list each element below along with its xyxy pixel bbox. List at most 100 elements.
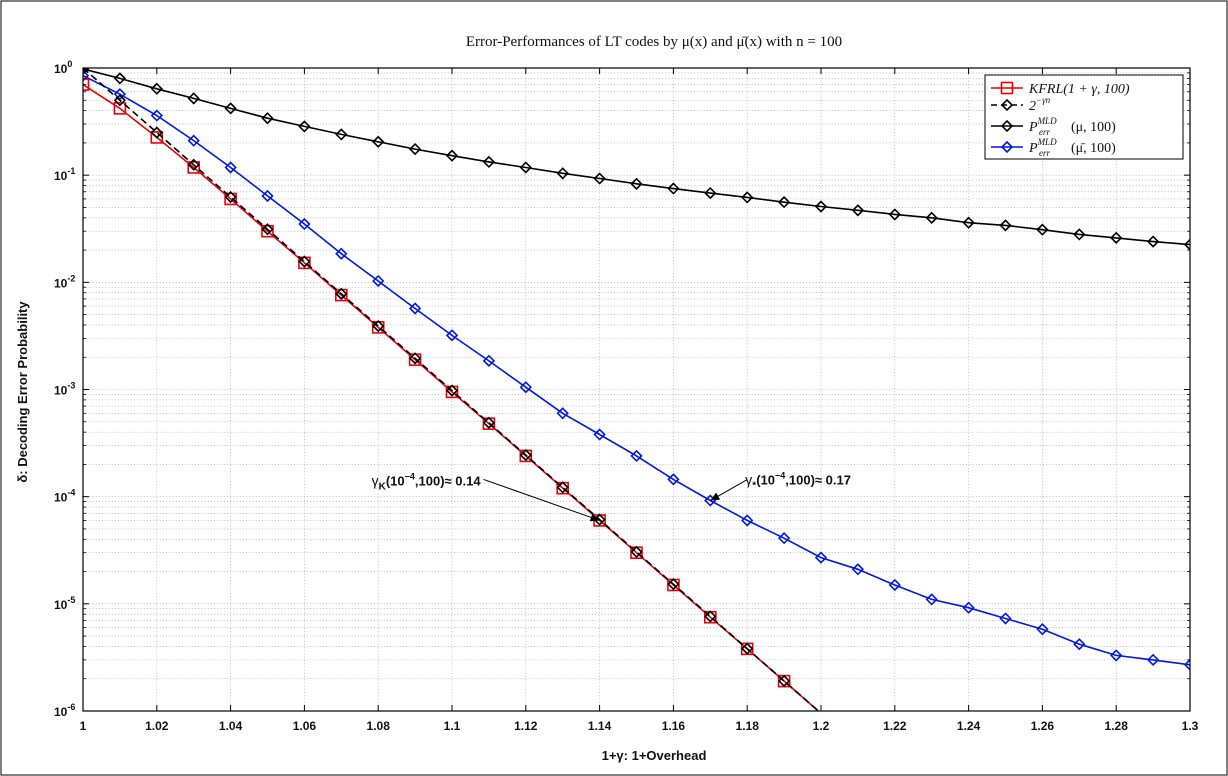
x-tick-label: 1.02 xyxy=(145,719,169,733)
legend-tail: (μ, 100) xyxy=(1071,120,1116,135)
data-point-diamond xyxy=(1183,238,1190,251)
data-point-diamond xyxy=(224,102,237,115)
x-tick-label: 1.06 xyxy=(293,719,317,733)
data-point-diamond xyxy=(1036,223,1049,236)
x-tick-label: 1.22 xyxy=(883,719,907,733)
annotation-sub: K xyxy=(379,481,387,492)
x-tick-label: 1.08 xyxy=(367,719,391,733)
data-point-diamond xyxy=(630,177,643,190)
x-tick-label: 1.24 xyxy=(957,719,981,733)
data-point-diamond xyxy=(482,416,496,429)
annotation-label: γK(10−4,100)≈ 0.14 xyxy=(372,471,482,492)
data-point-diamond xyxy=(372,274,385,288)
data-point-diamond xyxy=(1110,231,1123,244)
series-mld_mubar xyxy=(83,69,1190,671)
data-point-diamond xyxy=(187,134,200,147)
data-point-diamond xyxy=(925,593,938,606)
data-point-diamond xyxy=(113,88,127,101)
legend-tail: (μ̄, 100) xyxy=(1071,141,1116,156)
data-point-diamond xyxy=(187,158,200,171)
data-point-diamond xyxy=(925,211,938,224)
data-point-diamond xyxy=(482,354,496,367)
series-bound xyxy=(83,68,820,711)
data-point-diamond xyxy=(630,545,643,559)
data-point-diamond xyxy=(741,191,754,204)
legend-sub: err xyxy=(1039,148,1050,158)
annotation-mid: (10 xyxy=(386,473,405,488)
legend-base: KFRL(1 + γ, 100) xyxy=(1028,82,1130,97)
data-point-diamond xyxy=(298,255,311,268)
data-point-square xyxy=(83,78,90,91)
plot-series xyxy=(83,68,1190,711)
annotation-sup: −4 xyxy=(775,471,785,481)
data-point-diamond xyxy=(593,428,606,441)
x-tick-label: 1.14 xyxy=(588,719,612,733)
data-point-diamond xyxy=(335,128,348,141)
x-axis-label: 1+γ: 1+Overhead xyxy=(602,748,707,763)
y-tick-exponent: -3 xyxy=(67,381,75,391)
data-point-diamond xyxy=(999,219,1012,232)
y-tick-label: 10-4 xyxy=(54,488,75,505)
y-tick-exponent: -2 xyxy=(67,273,75,283)
annotation-arrow-head xyxy=(710,492,721,501)
y-tick-mantissa: 10 xyxy=(54,705,68,719)
y-tick-label: 10-3 xyxy=(54,381,75,398)
legend-sup: MLD xyxy=(1037,137,1058,147)
y-tick-mantissa: 10 xyxy=(54,169,68,183)
data-point-diamond xyxy=(741,642,754,655)
data-point-diamond xyxy=(298,217,311,231)
data-point-diamond xyxy=(851,563,865,576)
series-line-bound xyxy=(83,68,820,711)
data-point-diamond xyxy=(667,473,680,486)
data-point-diamond xyxy=(1000,140,1014,154)
y-tick-label: 10-1 xyxy=(54,166,75,183)
data-point-diamond xyxy=(667,182,680,195)
data-point-diamond xyxy=(83,69,90,82)
legend-box xyxy=(984,74,1184,160)
data-point-diamond xyxy=(1110,649,1123,662)
x-tick-label: 1.12 xyxy=(514,719,538,733)
data-point-diamond xyxy=(113,94,127,107)
data-point-diamond xyxy=(113,72,127,85)
legend-label-bound: 2−γn xyxy=(1029,95,1051,114)
data-point-diamond xyxy=(888,578,901,592)
y-tick-label: 10-5 xyxy=(54,595,75,612)
data-point-diamond xyxy=(372,319,385,333)
data-point-diamond xyxy=(1183,658,1190,671)
data-point-diamond xyxy=(556,407,569,420)
data-point-diamond xyxy=(814,200,828,213)
data-point-diamond xyxy=(482,155,496,169)
y-axis-label: δ: Decoding Error Probability xyxy=(15,301,30,483)
data-point-diamond xyxy=(335,287,348,300)
data-point-diamond xyxy=(888,208,901,221)
data-point-diamond xyxy=(408,142,422,156)
data-point-diamond xyxy=(261,223,274,236)
series-line-mld_mubar xyxy=(83,74,1190,666)
data-point-diamond xyxy=(777,196,791,209)
data-point-diamond xyxy=(224,161,237,174)
series-line-mld_mu xyxy=(83,68,1190,246)
data-point-square xyxy=(187,161,200,174)
x-tick-label: 1.04 xyxy=(219,719,243,733)
data-point-diamond xyxy=(704,186,717,200)
x-tick-label: 1.26 xyxy=(1031,719,1055,733)
y-tick-mantissa: 10 xyxy=(54,491,68,505)
data-point-diamond xyxy=(187,92,200,105)
y-tick-mantissa: 10 xyxy=(54,276,68,290)
y-tick-exponent: -5 xyxy=(67,595,75,605)
x-tick-label: 1 xyxy=(80,719,87,733)
legend-base: P xyxy=(1028,141,1038,156)
axis-ticks: 1 1.02 1.04 1.06 1.08 1.1 1.12 1.14 1.16 1.18 1.2 1… xyxy=(54,59,1199,733)
data-point-diamond xyxy=(1073,228,1086,241)
data-point-square xyxy=(1000,81,1014,95)
data-point-diamond xyxy=(298,120,311,133)
y-tick-label: 100 xyxy=(54,59,72,76)
data-point-diamond xyxy=(667,578,680,591)
x-tick-label: 1.2 xyxy=(813,719,830,733)
data-point-diamond xyxy=(1146,235,1160,248)
x-tick-label: 1.16 xyxy=(662,719,686,733)
annotation-arrow-line xyxy=(483,478,600,521)
legend-label-mld_mu: PMLD err (μ, 100) xyxy=(1028,116,1116,137)
